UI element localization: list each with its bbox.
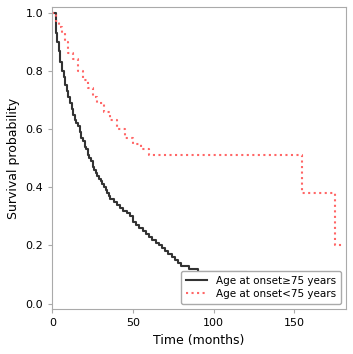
Legend: Age at onset≥75 years, Age at onset<75 years: Age at onset≥75 years, Age at onset<75 y… [181,271,341,304]
X-axis label: Time (months): Time (months) [154,334,245,347]
Y-axis label: Survival probability: Survival probability [7,98,20,219]
